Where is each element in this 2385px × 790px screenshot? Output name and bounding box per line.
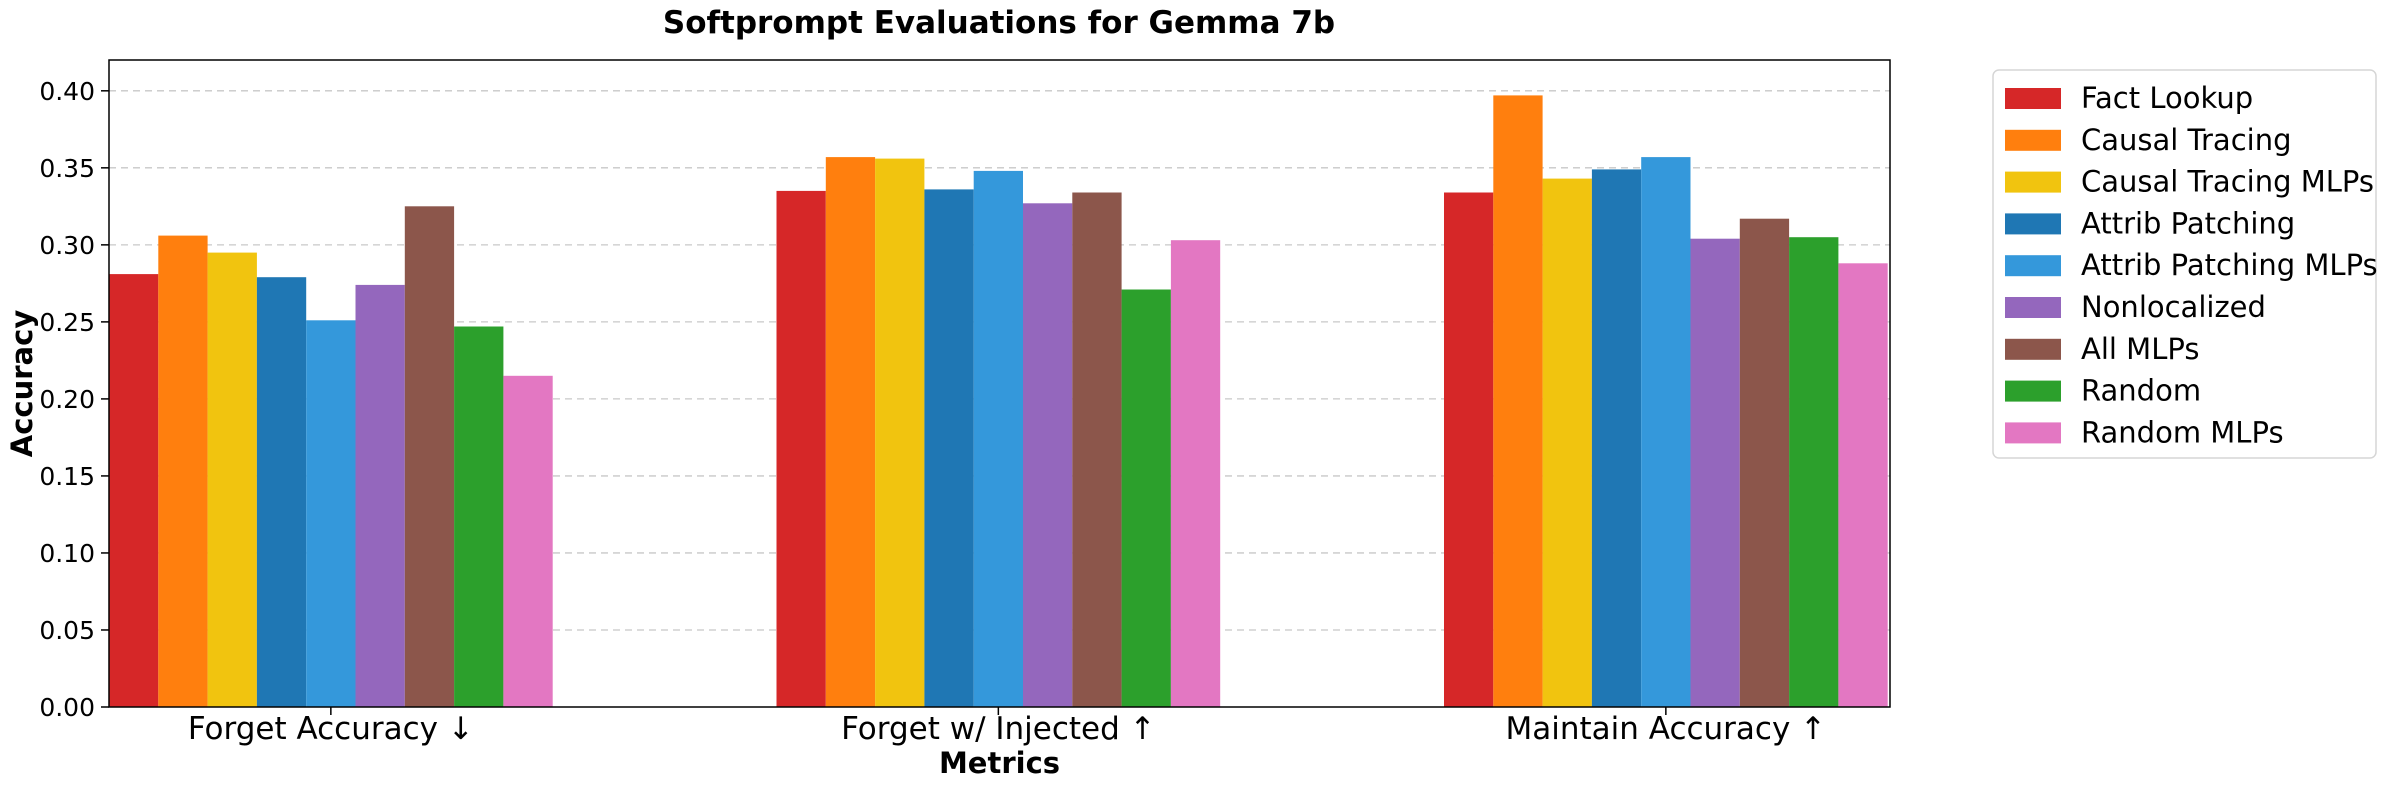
legend-label: All MLPs bbox=[2081, 332, 2199, 366]
bar-causal-tracing-mlps bbox=[1542, 178, 1592, 708]
bar-attrib-patching bbox=[924, 189, 974, 707]
bar-random-mlps bbox=[1838, 263, 1888, 707]
bar-attrib-patching-mlps bbox=[306, 320, 356, 707]
legend-label: Causal Tracing MLPs bbox=[2081, 165, 2374, 199]
legend-label: Nonlocalized bbox=[2081, 290, 2266, 324]
bar-attrib-patching bbox=[256, 277, 307, 707]
x-axis-ticks: Forget Accuracy ↓ Forget w/ Injected ↑ Mai… bbox=[188, 707, 1826, 747]
legend-swatch bbox=[2005, 338, 2061, 360]
bar-random-mlps bbox=[503, 375, 553, 707]
x-tick-label: Maintain Accuracy ↑ bbox=[1506, 711, 1827, 747]
bar-fact-lookup bbox=[109, 274, 159, 707]
bar-attrib-patching-mlps bbox=[1641, 157, 1691, 708]
legend-label: Random MLPs bbox=[2081, 415, 2284, 449]
bar-attrib-patching bbox=[1591, 169, 1642, 707]
bar-nonlocalized bbox=[1690, 238, 1740, 707]
bar-causal-tracing-mlps bbox=[207, 252, 257, 707]
legend: Fact Lookup Causal Tracing Causal Tracing … bbox=[1992, 69, 2378, 459]
y-tick-label: 0.35 bbox=[39, 154, 95, 183]
bar-all-mlps bbox=[1739, 218, 1790, 707]
x-axis-label: Metrics bbox=[939, 746, 1060, 780]
legend-label: Fact Lookup bbox=[2081, 81, 2253, 115]
plot-frame bbox=[108, 59, 1891, 708]
y-axis-ticks: 0.00 0.05 0.10 0.15 0.20 0.25 0.30 0.35 0.40 bbox=[39, 77, 109, 722]
bar-all-mlps bbox=[1072, 192, 1122, 707]
legend-box bbox=[1992, 69, 2377, 459]
legend-swatch bbox=[2005, 380, 2061, 402]
legend-label: Causal Tracing bbox=[2081, 123, 2292, 157]
bar-causal-tracing bbox=[825, 157, 876, 708]
legend-swatch bbox=[2005, 171, 2061, 193]
bar-random bbox=[1789, 237, 1839, 707]
y-tick-label: 0.15 bbox=[39, 462, 95, 491]
bar-causal-tracing bbox=[1493, 95, 1543, 707]
y-tick-label: 0.25 bbox=[39, 308, 95, 337]
bar-nonlocalized bbox=[1023, 203, 1073, 708]
legend-label: Attrib Patching bbox=[2081, 206, 2295, 240]
legend-swatch bbox=[2005, 422, 2061, 444]
bars bbox=[109, 95, 1888, 708]
bar-random bbox=[454, 326, 504, 707]
bar-causal-tracing-mlps bbox=[875, 158, 925, 708]
bar-all-mlps bbox=[404, 206, 455, 708]
legend-swatch bbox=[2005, 88, 2061, 109]
bar-random-mlps bbox=[1170, 240, 1221, 707]
y-tick-label: 0.00 bbox=[39, 693, 95, 722]
x-tick-label: Forget w/ Injected ↑ bbox=[841, 711, 1156, 747]
chart-title: Softprompt Evaluations for Gemma 7b bbox=[663, 5, 1335, 41]
bar-random bbox=[1121, 289, 1171, 707]
y-tick-label: 0.40 bbox=[39, 77, 95, 106]
y-tick-label: 0.20 bbox=[39, 385, 95, 414]
y-tick-label: 0.10 bbox=[39, 539, 95, 568]
y-axis-label: Accuracy bbox=[5, 310, 39, 458]
legend-swatch bbox=[2005, 213, 2061, 235]
x-tick-label: Forget Accuracy ↓ bbox=[188, 711, 474, 747]
bar-fact-lookup bbox=[776, 190, 826, 707]
legend-label: Attrib Patching MLPs bbox=[2081, 248, 2378, 282]
legend-swatch bbox=[2005, 297, 2061, 318]
bar-attrib-patching-mlps bbox=[973, 170, 1023, 707]
bar-causal-tracing bbox=[158, 235, 208, 707]
legend-swatch bbox=[2005, 255, 2061, 277]
bar-fact-lookup bbox=[1444, 192, 1494, 707]
y-tick-label: 0.05 bbox=[39, 616, 95, 645]
y-tick-label: 0.30 bbox=[39, 231, 95, 260]
legend-label: Random bbox=[2081, 374, 2201, 408]
bar-nonlocalized bbox=[355, 284, 405, 707]
legend-swatch bbox=[2005, 129, 2061, 151]
